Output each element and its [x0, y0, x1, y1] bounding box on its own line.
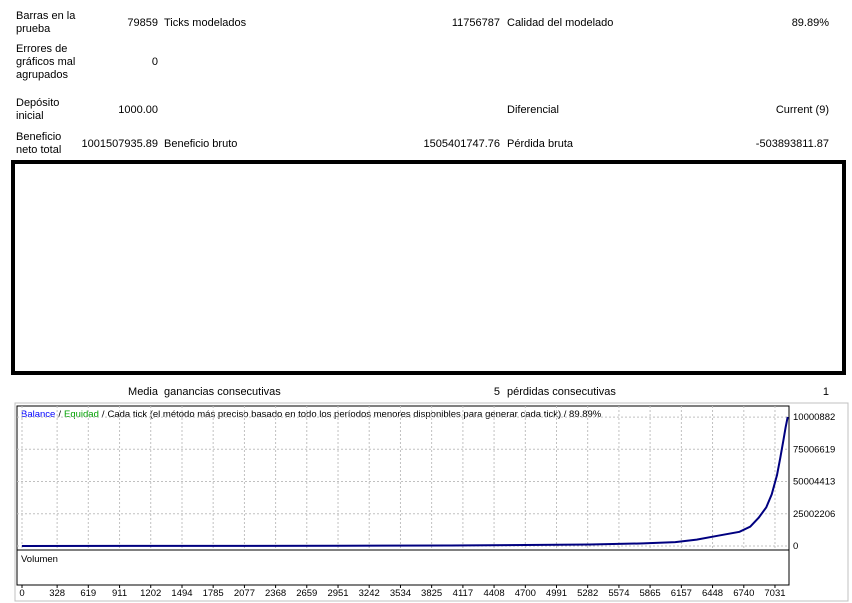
field-value: 89.89% — [791, 16, 829, 29]
y-tick-label: 0 — [793, 541, 798, 552]
x-tick-label: 911 — [112, 588, 127, 599]
field-value: -503893811.87 — [755, 137, 829, 150]
x-tick-label: 3534 — [390, 588, 411, 599]
plot-frame — [16, 405, 790, 551]
x-tick-label: 6740 — [733, 588, 754, 599]
x-tick-label: 2077 — [234, 588, 255, 599]
x-tick-label: 2368 — [265, 588, 286, 599]
x-tick-label: 1785 — [203, 588, 224, 599]
x-tick-label: 4408 — [483, 588, 504, 599]
volume-label: Volumen — [21, 554, 58, 565]
field-label: Pérdida bruta — [507, 137, 574, 150]
y-tick-label: 50004413 — [793, 477, 835, 488]
field-label: Beneficio neto total — [16, 131, 62, 156]
x-tick-label: 328 — [49, 588, 65, 599]
field-label: Ticks modelados — [164, 16, 247, 29]
field-label: Calidad del modelado — [507, 16, 614, 29]
field-label: pérdidas consecutivas — [507, 385, 616, 398]
field-value: 5 — [493, 385, 500, 398]
y-tick-label: 25002206 — [793, 509, 835, 520]
y-tick-label: 10000882 — [793, 412, 835, 423]
black-panel — [11, 160, 846, 375]
field-label: ganancias consecutivas — [164, 385, 281, 398]
x-tick-label: 2659 — [296, 588, 317, 599]
field-value: Current (9) — [775, 103, 829, 116]
legend-entry: Balance — [21, 409, 55, 420]
x-tick-label: 3242 — [359, 588, 380, 599]
x-tick-label: 4991 — [546, 588, 567, 599]
volume-frame — [16, 549, 790, 586]
x-tick-label: 1202 — [140, 588, 161, 599]
subtitle: Cada tick (el método más preciso basado … — [108, 409, 602, 420]
field-value: 1000.00 — [118, 103, 158, 116]
legend-separator: / — [102, 409, 105, 420]
field-value: 1505401747.76 — [423, 137, 500, 150]
field-value: 0 — [151, 55, 158, 68]
x-tick-label: 7031 — [764, 588, 785, 599]
field-label: Barras en la prueba — [16, 10, 76, 35]
field-value: Media — [128, 385, 158, 398]
x-tick-label: 2951 — [327, 588, 348, 599]
chart-frame — [14, 402, 849, 602]
x-tick-label: 3825 — [421, 588, 442, 599]
x-tick-label: 619 — [80, 588, 96, 599]
field-label: Depósito inicial — [16, 97, 60, 122]
x-tick-label: 6157 — [671, 588, 692, 599]
field-value: 11756787 — [451, 16, 500, 29]
legend-entry: Equidad — [64, 409, 99, 420]
x-tick-label: 5865 — [640, 588, 661, 599]
field-label: Diferencial — [507, 103, 559, 116]
field-value: 1 — [822, 385, 829, 398]
x-tick-label: 0 — [19, 588, 24, 599]
field-value: 1001507935.89 — [81, 137, 158, 150]
x-tick-label: 6448 — [702, 588, 723, 599]
field-label: Errores de gráficos mal agrupados — [16, 42, 76, 81]
x-tick-label: 5574 — [608, 588, 629, 599]
field-value: 79859 — [127, 16, 158, 29]
balance-line — [21, 416, 789, 547]
legend-separator: / — [58, 409, 61, 420]
y-tick-label: 75006619 — [793, 444, 835, 455]
x-tick-label: 4117 — [453, 588, 473, 599]
x-tick-label: 4700 — [515, 588, 536, 599]
x-tick-label: 5282 — [577, 588, 598, 599]
x-tick-label: 1494 — [171, 588, 192, 599]
legend: Balance / Equidad / Cada tick (el método más… — [21, 409, 602, 420]
field-label: Beneficio bruto — [164, 137, 238, 150]
